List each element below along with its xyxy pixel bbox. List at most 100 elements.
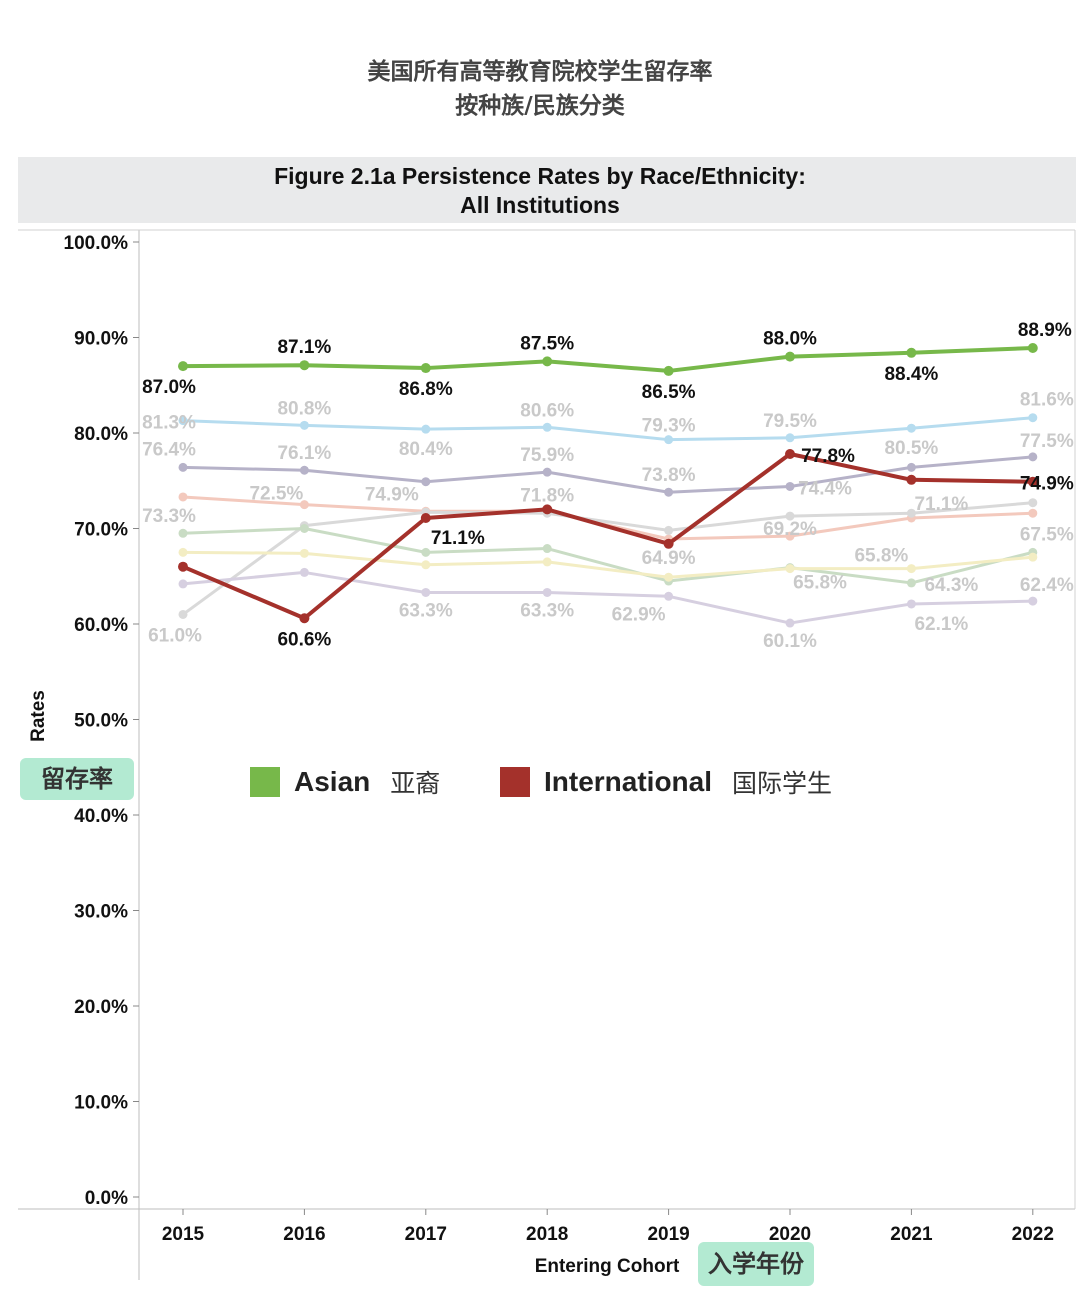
series-line-series-2 bbox=[181, 416, 1035, 442]
data-label-international: 71.1% bbox=[431, 528, 485, 549]
legend-item-international: International 国际学生 bbox=[500, 765, 832, 799]
chinese-title-line-1: 美国所有高等教育院校学生留存率 bbox=[367, 59, 713, 85]
y-axis-title: Rates bbox=[28, 690, 49, 742]
data-point-series-2 bbox=[1028, 413, 1038, 423]
data-point-series-8 bbox=[178, 579, 188, 589]
data-point-asian bbox=[420, 363, 431, 374]
data-point-asian bbox=[663, 365, 674, 376]
data-point-series-3 bbox=[421, 477, 431, 487]
data-point-series-7 bbox=[299, 548, 309, 558]
data-label-series-2: 79.3% bbox=[642, 416, 696, 437]
x-tick-label: 2020 bbox=[769, 1224, 811, 1245]
data-label-series-4: 69.2% bbox=[763, 519, 817, 540]
data-point-series-5 bbox=[664, 525, 674, 535]
data-point-international bbox=[542, 504, 553, 515]
figure-title-line-2: All Institutions bbox=[460, 192, 620, 218]
data-label-series-5: 61.0% bbox=[148, 625, 202, 646]
data-point-series-7 bbox=[421, 560, 431, 570]
data-point-series-3 bbox=[178, 462, 188, 472]
y-tick-label: 10.0% bbox=[74, 1093, 128, 1114]
x-tick-label: 2021 bbox=[890, 1224, 933, 1245]
data-point-asian bbox=[785, 351, 795, 362]
data-point-series-8 bbox=[421, 587, 431, 597]
y-tick-label: 50.0% bbox=[74, 711, 128, 732]
data-point-series-5 bbox=[785, 511, 795, 521]
data-point-asian bbox=[906, 347, 917, 358]
data-point-series-3 bbox=[906, 462, 916, 472]
data-point-international bbox=[1027, 476, 1038, 487]
data-point-series-2 bbox=[178, 416, 188, 426]
data-point-asian bbox=[542, 356, 553, 367]
data-point-series-8 bbox=[664, 591, 674, 601]
data-label-series-2: 81.3% bbox=[142, 413, 196, 434]
legend-item-asian: Asian 亚裔 bbox=[250, 765, 440, 799]
y-tick-label: 80.0% bbox=[74, 424, 128, 445]
data-point-series-8 bbox=[1028, 596, 1038, 606]
data-point-series-2 bbox=[906, 423, 916, 433]
data-label-series-2: 80.4% bbox=[399, 439, 453, 460]
data-point-series-3 bbox=[785, 481, 795, 491]
data-point-series-7 bbox=[906, 564, 916, 574]
y-tick-label: 90.0% bbox=[74, 329, 128, 350]
data-label-series-8: 60.1% bbox=[763, 631, 817, 652]
x-tick-label: 2019 bbox=[647, 1224, 689, 1245]
data-label-asian: 86.8% bbox=[399, 379, 453, 400]
data-label-series-2: 80.8% bbox=[277, 398, 331, 419]
data-point-series-5 bbox=[906, 508, 916, 518]
data-label-series-3: 74.9% bbox=[365, 485, 419, 506]
data-point-series-6 bbox=[421, 547, 431, 557]
data-point-international bbox=[420, 512, 431, 523]
data-point-series-4 bbox=[1028, 508, 1038, 518]
data-point-international bbox=[906, 474, 917, 485]
data-point-series-3 bbox=[542, 467, 552, 477]
data-point-international bbox=[299, 613, 310, 624]
data-point-series-5 bbox=[178, 609, 188, 619]
y-tick-label: 30.0% bbox=[74, 902, 128, 923]
legend-label-asian-zh: 亚裔 bbox=[390, 769, 441, 798]
data-label-asian: 87.0% bbox=[142, 377, 196, 398]
series-line-series-3 bbox=[181, 455, 1035, 494]
x-axis-chinese-label: 入学年份 bbox=[698, 1242, 814, 1286]
data-point-series-7 bbox=[785, 564, 795, 574]
data-label-series-3: 76.1% bbox=[277, 443, 331, 464]
data-point-series-3 bbox=[664, 487, 674, 497]
data-label-series-2: 80.6% bbox=[520, 400, 574, 421]
data-point-series-6 bbox=[906, 578, 916, 588]
data-label-series-8: 62.1% bbox=[914, 614, 968, 635]
data-point-series-5 bbox=[1028, 498, 1038, 508]
data-label-series-6: 64.3% bbox=[924, 575, 978, 596]
y-tick-label: 40.0% bbox=[74, 806, 128, 827]
series-line-international bbox=[181, 452, 1035, 621]
data-point-series-2 bbox=[299, 420, 309, 430]
data-point-series-8 bbox=[542, 587, 552, 597]
data-label-international: 77.8% bbox=[801, 446, 855, 467]
data-label-asian: 88.9% bbox=[1018, 320, 1072, 341]
data-label-series-3: 77.5% bbox=[1020, 431, 1074, 452]
data-point-series-2 bbox=[542, 422, 552, 432]
data-label-series-3: 76.4% bbox=[142, 439, 196, 460]
legend-label-international: International bbox=[544, 766, 713, 797]
data-point-series-8 bbox=[906, 599, 916, 609]
data-label-series-2: 79.5% bbox=[763, 411, 817, 432]
x-tick-label: 2022 bbox=[1012, 1224, 1054, 1245]
data-label-series-4: 71.1% bbox=[914, 494, 968, 515]
figure-title-line-1: Figure 2.1a Persistence Rates by Race/Et… bbox=[274, 163, 806, 189]
data-point-asian bbox=[299, 360, 310, 371]
data-point-series-6 bbox=[542, 544, 552, 554]
data-point-asian bbox=[1027, 343, 1038, 354]
data-point-series-4 bbox=[785, 531, 795, 541]
legend-label-asian: Asian bbox=[294, 766, 371, 797]
data-label-series-3: 73.8% bbox=[642, 465, 696, 486]
data-point-series-4 bbox=[178, 492, 188, 502]
data-label-series-3: 75.9% bbox=[520, 445, 574, 466]
data-point-international bbox=[785, 449, 795, 460]
data-label-asian: 88.4% bbox=[884, 364, 938, 385]
data-label-series-7: 65.8% bbox=[793, 573, 847, 594]
y-tick-label: 20.0% bbox=[74, 997, 128, 1018]
data-label-series-2: 81.6% bbox=[1020, 390, 1074, 411]
x-tick-label: 2016 bbox=[283, 1224, 325, 1245]
data-label-series-2: 80.5% bbox=[884, 438, 938, 459]
data-label-series-8: 63.3% bbox=[399, 600, 453, 621]
data-label-international: 74.9% bbox=[1020, 474, 1074, 495]
